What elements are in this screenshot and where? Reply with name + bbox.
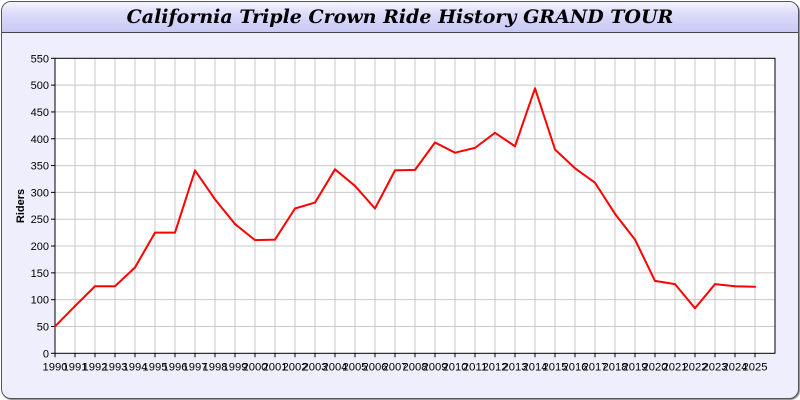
x-tick-label: 2024 <box>723 361 748 373</box>
y-tick-label: 350 <box>31 161 49 173</box>
data-point <box>114 285 116 288</box>
data-point <box>354 184 356 187</box>
data-point <box>374 207 376 210</box>
x-tick-label: 2021 <box>663 361 688 373</box>
x-tick-label: 2020 <box>643 361 668 373</box>
data-point <box>674 283 676 286</box>
data-point <box>194 169 196 172</box>
data-point <box>754 285 756 288</box>
x-tick-label: 2005 <box>343 361 368 373</box>
y-tick-label: 100 <box>31 295 49 307</box>
data-point <box>94 285 96 288</box>
x-tick-label: 2022 <box>683 361 708 373</box>
y-tick-label: 300 <box>31 187 49 199</box>
x-tick-label: 1993 <box>103 361 128 373</box>
x-tick-label: 1996 <box>163 361 188 373</box>
x-tick-label: 2004 <box>323 361 348 373</box>
x-tick-label: 1990 <box>43 361 68 373</box>
y-tick-label: 0 <box>43 348 49 360</box>
data-point <box>274 238 276 241</box>
x-tick-label: 2017 <box>583 361 608 373</box>
x-tick-label: 2013 <box>503 361 528 373</box>
x-tick-label: 2010 <box>443 361 468 373</box>
data-point <box>174 231 176 234</box>
y-tick-label: 250 <box>31 214 49 226</box>
x-tick-label: 2023 <box>703 361 728 373</box>
x-tick-label: 2002 <box>283 361 308 373</box>
chart-title: California Triple Crown Ride History GRA… <box>126 6 674 28</box>
x-tick-label: 1998 <box>203 361 228 373</box>
x-tick-label: 2014 <box>523 361 548 373</box>
data-point <box>594 181 596 184</box>
data-point <box>534 87 536 90</box>
data-point <box>294 207 296 210</box>
x-tick-label: 2003 <box>303 361 328 373</box>
title-bar: California Triple Crown Ride History GRA… <box>2 2 798 33</box>
y-tick-label: 550 <box>31 53 49 65</box>
x-tick-label: 2019 <box>623 361 648 373</box>
x-tick-label: 1991 <box>63 361 88 373</box>
x-tick-label: 2000 <box>243 361 268 373</box>
data-point <box>714 283 716 286</box>
x-tick-label: 2015 <box>543 361 568 373</box>
data-point <box>654 279 656 282</box>
x-tick-label: 2012 <box>483 361 508 373</box>
data-point <box>634 238 636 241</box>
y-tick-label: 450 <box>31 107 49 119</box>
x-tick-label: 2009 <box>423 361 448 373</box>
data-point <box>334 168 336 171</box>
data-point <box>434 141 436 144</box>
y-tick-label: 400 <box>31 134 49 146</box>
y-tick-label: 200 <box>31 241 49 253</box>
x-tick-label: 2011 <box>463 361 488 373</box>
x-tick-label: 2001 <box>263 361 288 373</box>
data-point <box>314 201 316 204</box>
data-point <box>154 231 156 234</box>
data-point <box>694 307 696 310</box>
data-point <box>574 167 576 170</box>
data-point <box>414 168 416 171</box>
y-tick-label: 50 <box>37 321 49 333</box>
data-point <box>494 131 496 134</box>
x-tick-label: 2025 <box>743 361 768 373</box>
x-tick-label: 1995 <box>143 361 168 373</box>
x-tick-label: 1992 <box>83 361 108 373</box>
data-point <box>554 148 556 151</box>
data-point <box>454 151 456 154</box>
x-tick-label: 2008 <box>403 361 428 373</box>
series-line <box>54 87 756 328</box>
y-axis-label: Riders <box>15 189 27 223</box>
x-tick-label: 2007 <box>383 361 408 373</box>
x-tick-label: 1994 <box>123 361 148 373</box>
x-tick-label: 1997 <box>183 361 208 373</box>
x-tick-label: 2006 <box>363 361 388 373</box>
data-point <box>234 223 236 226</box>
data-point <box>614 212 616 215</box>
x-tick-label: 1999 <box>223 361 248 373</box>
data-point <box>734 285 736 288</box>
data-point <box>214 198 216 201</box>
data-point <box>134 266 136 269</box>
y-tick-label: 150 <box>31 268 49 280</box>
data-point <box>74 305 76 308</box>
data-point <box>254 239 256 242</box>
data-point <box>474 146 476 149</box>
x-tick-label: 2018 <box>603 361 628 373</box>
data-point <box>514 145 516 148</box>
data-point <box>394 169 396 172</box>
data-point <box>54 325 56 328</box>
y-tick-label: 500 <box>31 80 49 92</box>
x-tick-label: 2016 <box>563 361 588 373</box>
